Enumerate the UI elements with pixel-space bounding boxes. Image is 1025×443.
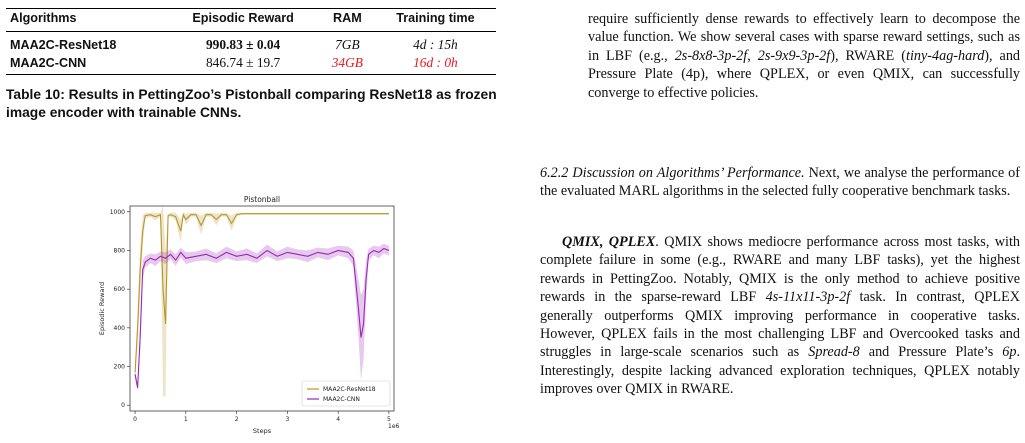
section-6-2-2: 6.2.2 Discussion on Algorithms’ Performa… [540, 164, 1020, 201]
cell-algo: MAA2C-ResNet18 [10, 38, 117, 52]
paragraph-qmix-qplex: QMIX, QPLEX. QMIX shows mediocre perform… [540, 233, 1020, 399]
y-tick-label: 0 [121, 402, 125, 409]
cell-algo: MAA2C-CNN [6, 54, 167, 75]
y-tick-label: 400 [114, 325, 126, 332]
x-scale-note: 1e6 [388, 423, 400, 430]
cell-ram: 7GB [335, 37, 360, 52]
text-span: Next, we analyse the performance of the … [540, 165, 1020, 200]
table-caption: Table 10: Results in PettingZoo’s Piston… [6, 87, 497, 120]
y-tick-label: 1000 [110, 209, 125, 216]
task-name: 2s-9x9-3p-2f [757, 47, 831, 64]
legend-box [301, 380, 391, 407]
header-training-time: Training time [374, 8, 496, 32]
text-span: ), RWARE ( [830, 47, 907, 64]
y-tick-label: 600 [114, 286, 126, 293]
text-span: and Pressure Plate’s [859, 344, 1003, 361]
paragraph-intro: require sufficiently dense rewards to ef… [588, 10, 1020, 102]
header-algorithms: Algorithms [6, 8, 167, 32]
cell-time: 4d : 15h [413, 37, 458, 52]
right-column: require sufficiently dense rewards to ef… [540, 0, 1020, 443]
task-name: tiny-4ag-hard [906, 47, 985, 64]
y-tick-label: 800 [114, 247, 126, 254]
x-tick-label: 1 [184, 416, 188, 423]
cell-time: 16d : 0h [374, 54, 496, 75]
header-episodic-reward: Episodic Reward [166, 8, 320, 32]
x-tick-label: 0 [133, 416, 137, 423]
x-tick-label: 5 [387, 416, 391, 423]
task-name: 6p [1002, 344, 1017, 361]
section-heading: 6.2.2 Discussion on Algorithms’ Performa… [540, 165, 805, 181]
left-column: Algorithms Episodic Reward RAM Training … [0, 0, 505, 443]
cell-reward: 990.83 ± 0.04 [205, 37, 281, 52]
legend-label-1: MAA2C-ResNet18 [323, 386, 376, 393]
cell-reward: 846.74 ± 19.7 [166, 54, 320, 75]
x-tick-label: 3 [285, 416, 289, 423]
text-span: require sufficiently dense rewards to ef… [588, 11, 1020, 64]
x-axis-label: Steps [253, 427, 272, 435]
series-line-2 [134, 247, 390, 388]
header-ram: RAM [319, 8, 375, 32]
results-table: Algorithms Episodic Reward RAM Training … [6, 8, 496, 75]
table-header-row: Algorithms Episodic Reward RAM Training … [6, 8, 496, 32]
text-span: . Interestingly, despite lacking advance… [540, 344, 1020, 398]
series-band-2 [135, 243, 389, 392]
chart-title: Pistonball [244, 195, 280, 204]
text-span: . QMIX shows mediocre performance across… [540, 234, 1020, 306]
x-tick-label: 4 [336, 416, 340, 423]
table-row: MAA2C-CNN 846.74 ± 19.7 34GB 16d : 0h [6, 54, 496, 75]
paragraph-heading: QMIX, QPLEX [562, 234, 656, 250]
text-span: ), and Pressure Plate (4p), where QPLEX,… [588, 47, 1021, 101]
y-tick-label: 200 [114, 364, 126, 371]
task-name: 2s-8x8-3p-2f [674, 47, 748, 64]
series-band-1 [135, 206, 389, 398]
table-row: MAA2C-ResNet18 990.83 ± 0.04 7GB 4d : 15… [6, 32, 496, 55]
text-span: task. In contrast, QPLEX generally outpe… [540, 289, 1020, 361]
text-span: , [747, 47, 758, 64]
pistonball-chart: Pistonball 0 1 2 3 4 5 0 200 400 600 800 1000 1e6 Step… [98, 195, 400, 435]
x-tick-label: 2 [235, 416, 239, 423]
task-name: 4s-11x11-3p-2f [765, 289, 851, 306]
y-axis-label: Episodic Reward [98, 282, 106, 335]
task-name: Spread-8 [808, 344, 860, 361]
legend-label-2: MAA2C-CNN [323, 396, 360, 403]
cell-ram: 34GB [319, 54, 375, 75]
plot-frame [129, 205, 395, 412]
series-line-1 [134, 212, 389, 373]
